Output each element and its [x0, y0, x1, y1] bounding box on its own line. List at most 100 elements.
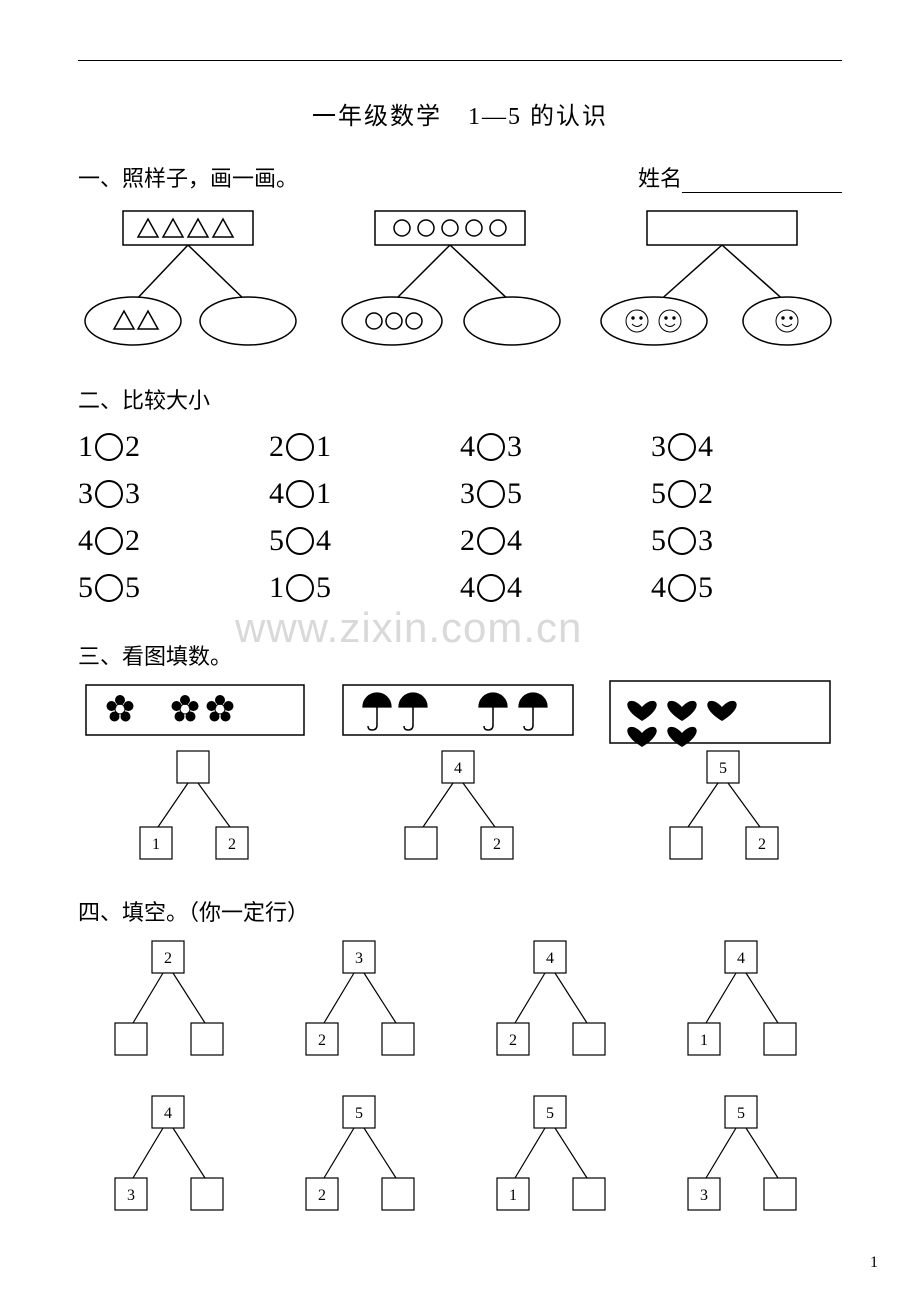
comp-circle[interactable]: [477, 527, 505, 555]
numtree: 1 2: [140, 751, 248, 859]
diagram-triangles: [78, 203, 308, 363]
comp-right: 5: [125, 564, 140, 611]
comparison-cell[interactable]: 44: [460, 564, 651, 611]
numtree: 4 3: [78, 1090, 269, 1225]
comp-circle[interactable]: [286, 433, 314, 461]
svg-text:4: 4: [164, 1105, 172, 1122]
numtree: 5 3: [651, 1090, 842, 1225]
svg-text:1: 1: [509, 1187, 517, 1204]
comp-left: 5: [78, 564, 93, 611]
box-top: 4: [454, 760, 462, 777]
comparison-cell[interactable]: 35: [460, 470, 651, 517]
name-underline[interactable]: [682, 192, 842, 193]
section4-label: 四、填空。（你一定行）: [78, 895, 842, 927]
box-right: 2: [758, 836, 766, 853]
comparison-cell[interactable]: 15: [269, 564, 460, 611]
comparison-cell[interactable]: 21: [269, 423, 460, 470]
svg-text:5: 5: [546, 1105, 554, 1122]
comparison-cell[interactable]: 55: [78, 564, 269, 611]
section1-label: 一、照样子，画一画。: [78, 161, 298, 193]
diagram-circles: [330, 203, 570, 363]
comparison-cell[interactable]: 42: [78, 517, 269, 564]
comp-right: 1: [316, 470, 331, 517]
comp-left: 3: [460, 470, 475, 517]
comp-left: 5: [651, 470, 666, 517]
numtree: 4 1: [651, 935, 842, 1070]
numtree: 2: [78, 935, 269, 1070]
comp-right: 5: [698, 564, 713, 611]
comp-right: 2: [698, 470, 713, 517]
comp-circle[interactable]: [668, 574, 696, 602]
comp-left: 5: [651, 517, 666, 564]
comparison-cell[interactable]: 43: [460, 423, 651, 470]
comp-left: 1: [269, 564, 284, 611]
svg-text:1: 1: [700, 1032, 708, 1049]
comp-left: 4: [78, 517, 93, 564]
svg-text:2: 2: [318, 1187, 326, 1204]
comparison-cell[interactable]: 34: [651, 423, 842, 470]
comp-left: 4: [460, 423, 475, 470]
comp-circle[interactable]: [477, 480, 505, 508]
comparison-cell[interactable]: 54: [269, 517, 460, 564]
comparison-row: 12214334: [78, 423, 842, 470]
section3-row: 1 2 4 2: [78, 679, 842, 869]
svg-text:2: 2: [509, 1032, 517, 1049]
comparison-cell[interactable]: 41: [269, 470, 460, 517]
section2-label: 二、比较大小: [78, 383, 842, 415]
comparison-cell[interactable]: 12: [78, 423, 269, 470]
comp-circle[interactable]: [95, 433, 123, 461]
svg-text:3: 3: [127, 1187, 135, 1204]
svg-text:4: 4: [546, 950, 554, 967]
comp-right: 4: [507, 564, 522, 611]
comp-circle[interactable]: [477, 574, 505, 602]
comp-left: 3: [651, 423, 666, 470]
svg-text:2: 2: [318, 1032, 326, 1049]
sec3-flowers: 1 2: [78, 679, 318, 869]
comp-circle[interactable]: [668, 433, 696, 461]
comp-circle[interactable]: [286, 574, 314, 602]
diagram-smileys: [592, 203, 842, 363]
numtree: 5 2: [670, 751, 778, 859]
comparison-grid: 12214334334135524254245355154445: [78, 423, 842, 611]
comp-circle[interactable]: [95, 480, 123, 508]
comp-circle[interactable]: [668, 480, 696, 508]
page-number: 1: [870, 1254, 878, 1272]
numtree: 5 1: [460, 1090, 651, 1225]
name-field: 姓名: [638, 161, 842, 193]
comp-left: 2: [269, 423, 284, 470]
comp-circle[interactable]: [668, 527, 696, 555]
comparison-row: 33413552: [78, 470, 842, 517]
comparison-row: 42542453: [78, 517, 842, 564]
numtree: 4 2: [460, 935, 651, 1070]
svg-text:5: 5: [737, 1105, 745, 1122]
comp-left: 5: [269, 517, 284, 564]
comp-circle[interactable]: [95, 527, 123, 555]
svg-text:4: 4: [737, 950, 745, 967]
comp-right: 5: [507, 470, 522, 517]
comp-circle[interactable]: [477, 433, 505, 461]
svg-text:2: 2: [164, 950, 172, 967]
comparison-cell[interactable]: 52: [651, 470, 842, 517]
comparison-cell[interactable]: 53: [651, 517, 842, 564]
comp-left: 2: [460, 517, 475, 564]
comparison-cell[interactable]: 33: [78, 470, 269, 517]
comparison-cell[interactable]: 45: [651, 564, 842, 611]
comp-right: 2: [125, 517, 140, 564]
doc-title: 一年级数学 1—5 的认识: [78, 96, 842, 131]
sec3-umbrellas: 4 2: [335, 679, 585, 869]
page: 一年级数学 1—5 的认识 一、照样子，画一画。 姓名: [0, 0, 920, 1302]
comparison-cell[interactable]: 24: [460, 517, 651, 564]
comp-right: 5: [316, 564, 331, 611]
comp-left: 4: [651, 564, 666, 611]
comp-left: 4: [460, 564, 475, 611]
section1-header-row: 一、照样子，画一画。 姓名: [78, 161, 842, 193]
comp-right: 3: [698, 517, 713, 564]
comp-circle[interactable]: [286, 527, 314, 555]
comp-right: 4: [507, 517, 522, 564]
comp-left: 1: [78, 423, 93, 470]
comp-circle[interactable]: [286, 480, 314, 508]
box-top: 5: [719, 760, 727, 777]
comp-left: 4: [269, 470, 284, 517]
svg-text:5: 5: [355, 1105, 363, 1122]
comp-circle[interactable]: [95, 574, 123, 602]
